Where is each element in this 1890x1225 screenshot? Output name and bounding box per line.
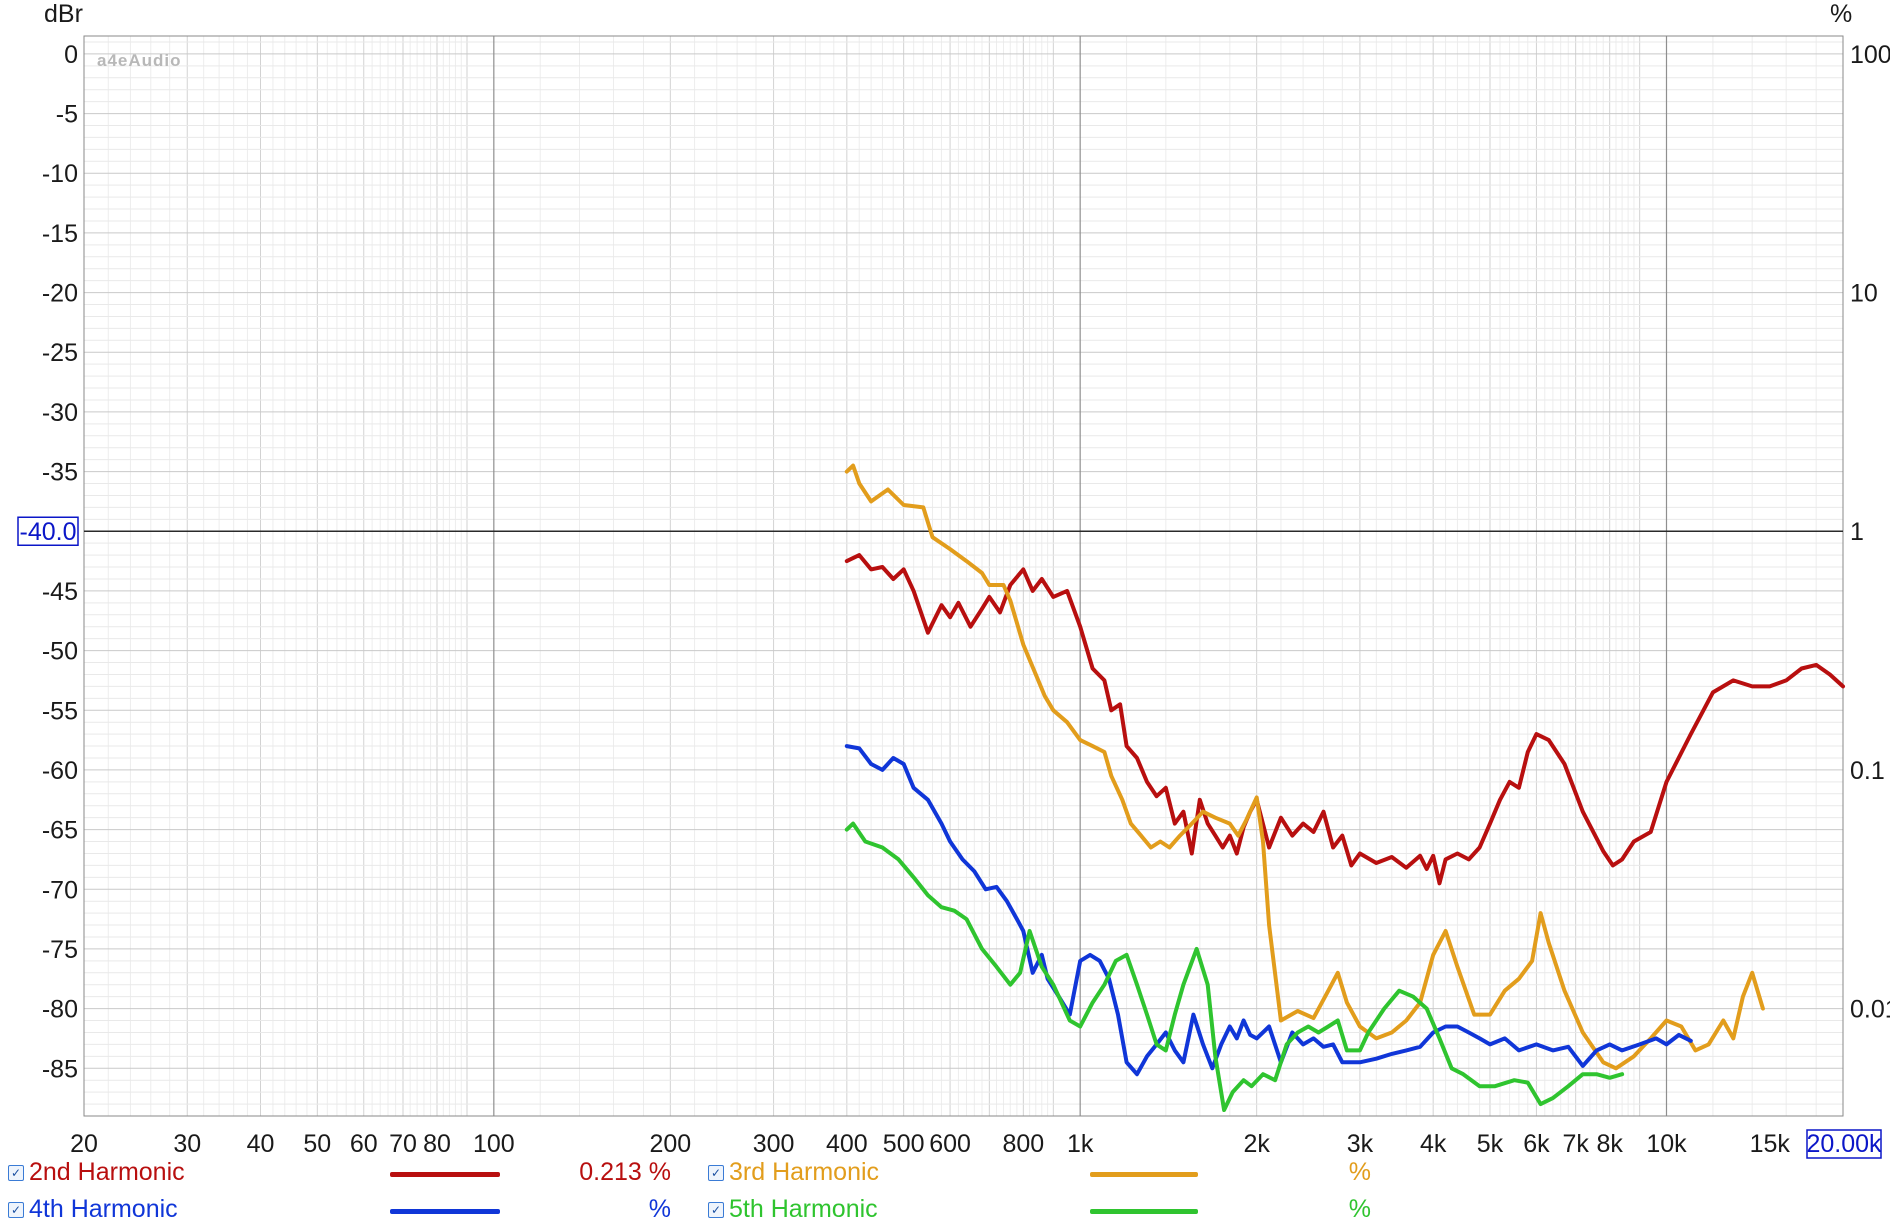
plot-frame xyxy=(83,35,1844,1117)
legend-label-5th: 5th Harmonic xyxy=(729,1195,878,1223)
x-marker[interactable]: 20.00k xyxy=(1806,1129,1882,1159)
x-tick-label: 8k xyxy=(1596,1130,1623,1158)
major-gridlines xyxy=(493,36,1668,1116)
x-marker-label[interactable]: 20.00k xyxy=(1806,1130,1882,1158)
legend-swatch-2nd xyxy=(390,1172,500,1177)
legend-item-2nd-harmonic[interactable]: ✓ 2nd Harmonic 0.213 % xyxy=(0,1158,700,1188)
y-left-tick-label: -20 xyxy=(42,280,78,308)
y-right-tick-label: 1 xyxy=(1850,518,1864,546)
legend-item-5th-harmonic[interactable]: ✓ 5th Harmonic % xyxy=(700,1195,1400,1225)
y-left-tick-label: -65 xyxy=(42,817,78,845)
y-marker-label[interactable]: -40.0 xyxy=(20,518,77,546)
checkbox-5th-harmonic[interactable]: ✓ xyxy=(708,1202,724,1218)
legend-label-4th: 4th Harmonic xyxy=(29,1195,178,1223)
x-marker-box[interactable] xyxy=(1806,1129,1882,1159)
x-tick-label: 7k xyxy=(1562,1130,1589,1158)
watermark-logo: a4eAudio xyxy=(97,51,182,70)
x-tick-label: 200 xyxy=(649,1130,691,1158)
series-line-3th-harmonic xyxy=(844,463,1765,1071)
y-left-tick-label: -60 xyxy=(42,757,78,785)
x-tick-label: 600 xyxy=(929,1130,971,1158)
legend-swatch-5th xyxy=(1090,1209,1198,1214)
y-left-tick-label: -15 xyxy=(42,220,78,248)
x-tick-label: 3k xyxy=(1347,1130,1374,1158)
legend-swatch-4th xyxy=(390,1209,500,1214)
y-left-tick-label: -10 xyxy=(42,160,78,188)
x-tick-label: 30 xyxy=(173,1130,201,1158)
y-left-unit: dBr xyxy=(44,0,83,28)
x-tick-label: 6k xyxy=(1523,1130,1550,1158)
x-tick-label: 4k xyxy=(1420,1130,1447,1158)
legend-value-2nd: 0.213 % xyxy=(579,1158,671,1186)
legend-item-4th-harmonic[interactable]: ✓ 4th Harmonic % xyxy=(0,1195,700,1225)
y-right-tick-labels: 100 10 1 0.1 0.01 xyxy=(1850,41,1890,1024)
x-tick-label: 100 xyxy=(473,1130,515,1158)
y-left-tick-label: -50 xyxy=(42,638,78,666)
x-tick-label: 10k xyxy=(1646,1130,1687,1158)
y-left-tick-label: -70 xyxy=(42,876,78,904)
legend-item-3rd-harmonic[interactable]: ✓ 3rd Harmonic % xyxy=(700,1158,1400,1188)
x-tick-label: 800 xyxy=(1002,1130,1044,1158)
series-line-5th-harmonic xyxy=(844,821,1625,1112)
legend-label-3rd: 3rd Harmonic xyxy=(729,1158,880,1186)
y-left-tick-label: -85 xyxy=(42,1055,78,1083)
checkbox-4th-harmonic[interactable]: ✓ xyxy=(8,1202,24,1218)
checkbox-3rd-harmonic[interactable]: ✓ xyxy=(708,1165,724,1181)
y-left-tick-label: -35 xyxy=(42,459,78,487)
x-tick-label: 5k xyxy=(1477,1130,1504,1158)
x-tick-label: 2k xyxy=(1243,1130,1270,1158)
x-tick-label: 20 xyxy=(70,1130,98,1158)
x-tick-label: 70 xyxy=(389,1130,417,1158)
x-tick-label: 80 xyxy=(423,1130,451,1158)
legend-value-4th: % xyxy=(648,1195,671,1223)
y-left-tick-label: -45 xyxy=(42,578,78,606)
y-left-tick-label: -30 xyxy=(42,399,78,427)
y-left-tick-label: 0 xyxy=(64,41,78,69)
y-marker-box[interactable] xyxy=(17,516,79,546)
legend: ✓ 2nd Harmonic 0.213 % ✓ 3rd Harmonic % … xyxy=(0,1158,1890,1223)
legend-value-3rd: % xyxy=(1348,1158,1371,1186)
y-left-tick-label: -5 xyxy=(56,101,78,129)
x-tick-labels: 20 30 40 50 60 70 80 100 200 300 400 500 600 800 1k 2k 3… xyxy=(70,1130,1790,1158)
legend-swatch-3rd xyxy=(1090,1172,1198,1177)
x-tick-label: 60 xyxy=(350,1130,378,1158)
y-left-tick-label: -75 xyxy=(42,936,78,964)
y-right-tick-label: 0.1 xyxy=(1850,757,1885,785)
y-left-tick-label: -25 xyxy=(42,339,78,367)
minor-gridlines xyxy=(83,36,1844,1117)
x-tick-label: 400 xyxy=(826,1130,868,1158)
series-lines xyxy=(844,463,1845,1112)
x-tick-label: 500 xyxy=(883,1130,925,1158)
x-tick-label: 50 xyxy=(303,1130,331,1158)
x-tick-label: 1k xyxy=(1067,1130,1094,1158)
y-left-tick-label: -80 xyxy=(42,996,78,1024)
y-right-tick-label: 100 xyxy=(1850,41,1890,69)
checkbox-2nd-harmonic[interactable]: ✓ xyxy=(8,1165,24,1181)
y-right-tick-label: 0.01 xyxy=(1850,996,1890,1024)
x-tick-label: 15k xyxy=(1750,1130,1791,1158)
y-marker[interactable]: -40.0 xyxy=(17,516,79,546)
series-line-4th-harmonic xyxy=(844,744,1693,1077)
x-tick-label: 40 xyxy=(247,1130,275,1158)
legend-label-2nd: 2nd Harmonic xyxy=(29,1158,185,1186)
legend-value-5th: % xyxy=(1348,1195,1371,1223)
y-left-tick-label: -55 xyxy=(42,697,78,725)
y-left-tick-labels: 0 -5 -10 -15 -20 -25 -30 -35 -45 -50 -55 -60 -65 -70 -… xyxy=(42,41,78,1083)
y-right-unit: % xyxy=(1830,0,1852,28)
x-tick-label: 300 xyxy=(753,1130,795,1158)
y-right-tick-label: 10 xyxy=(1850,280,1878,308)
